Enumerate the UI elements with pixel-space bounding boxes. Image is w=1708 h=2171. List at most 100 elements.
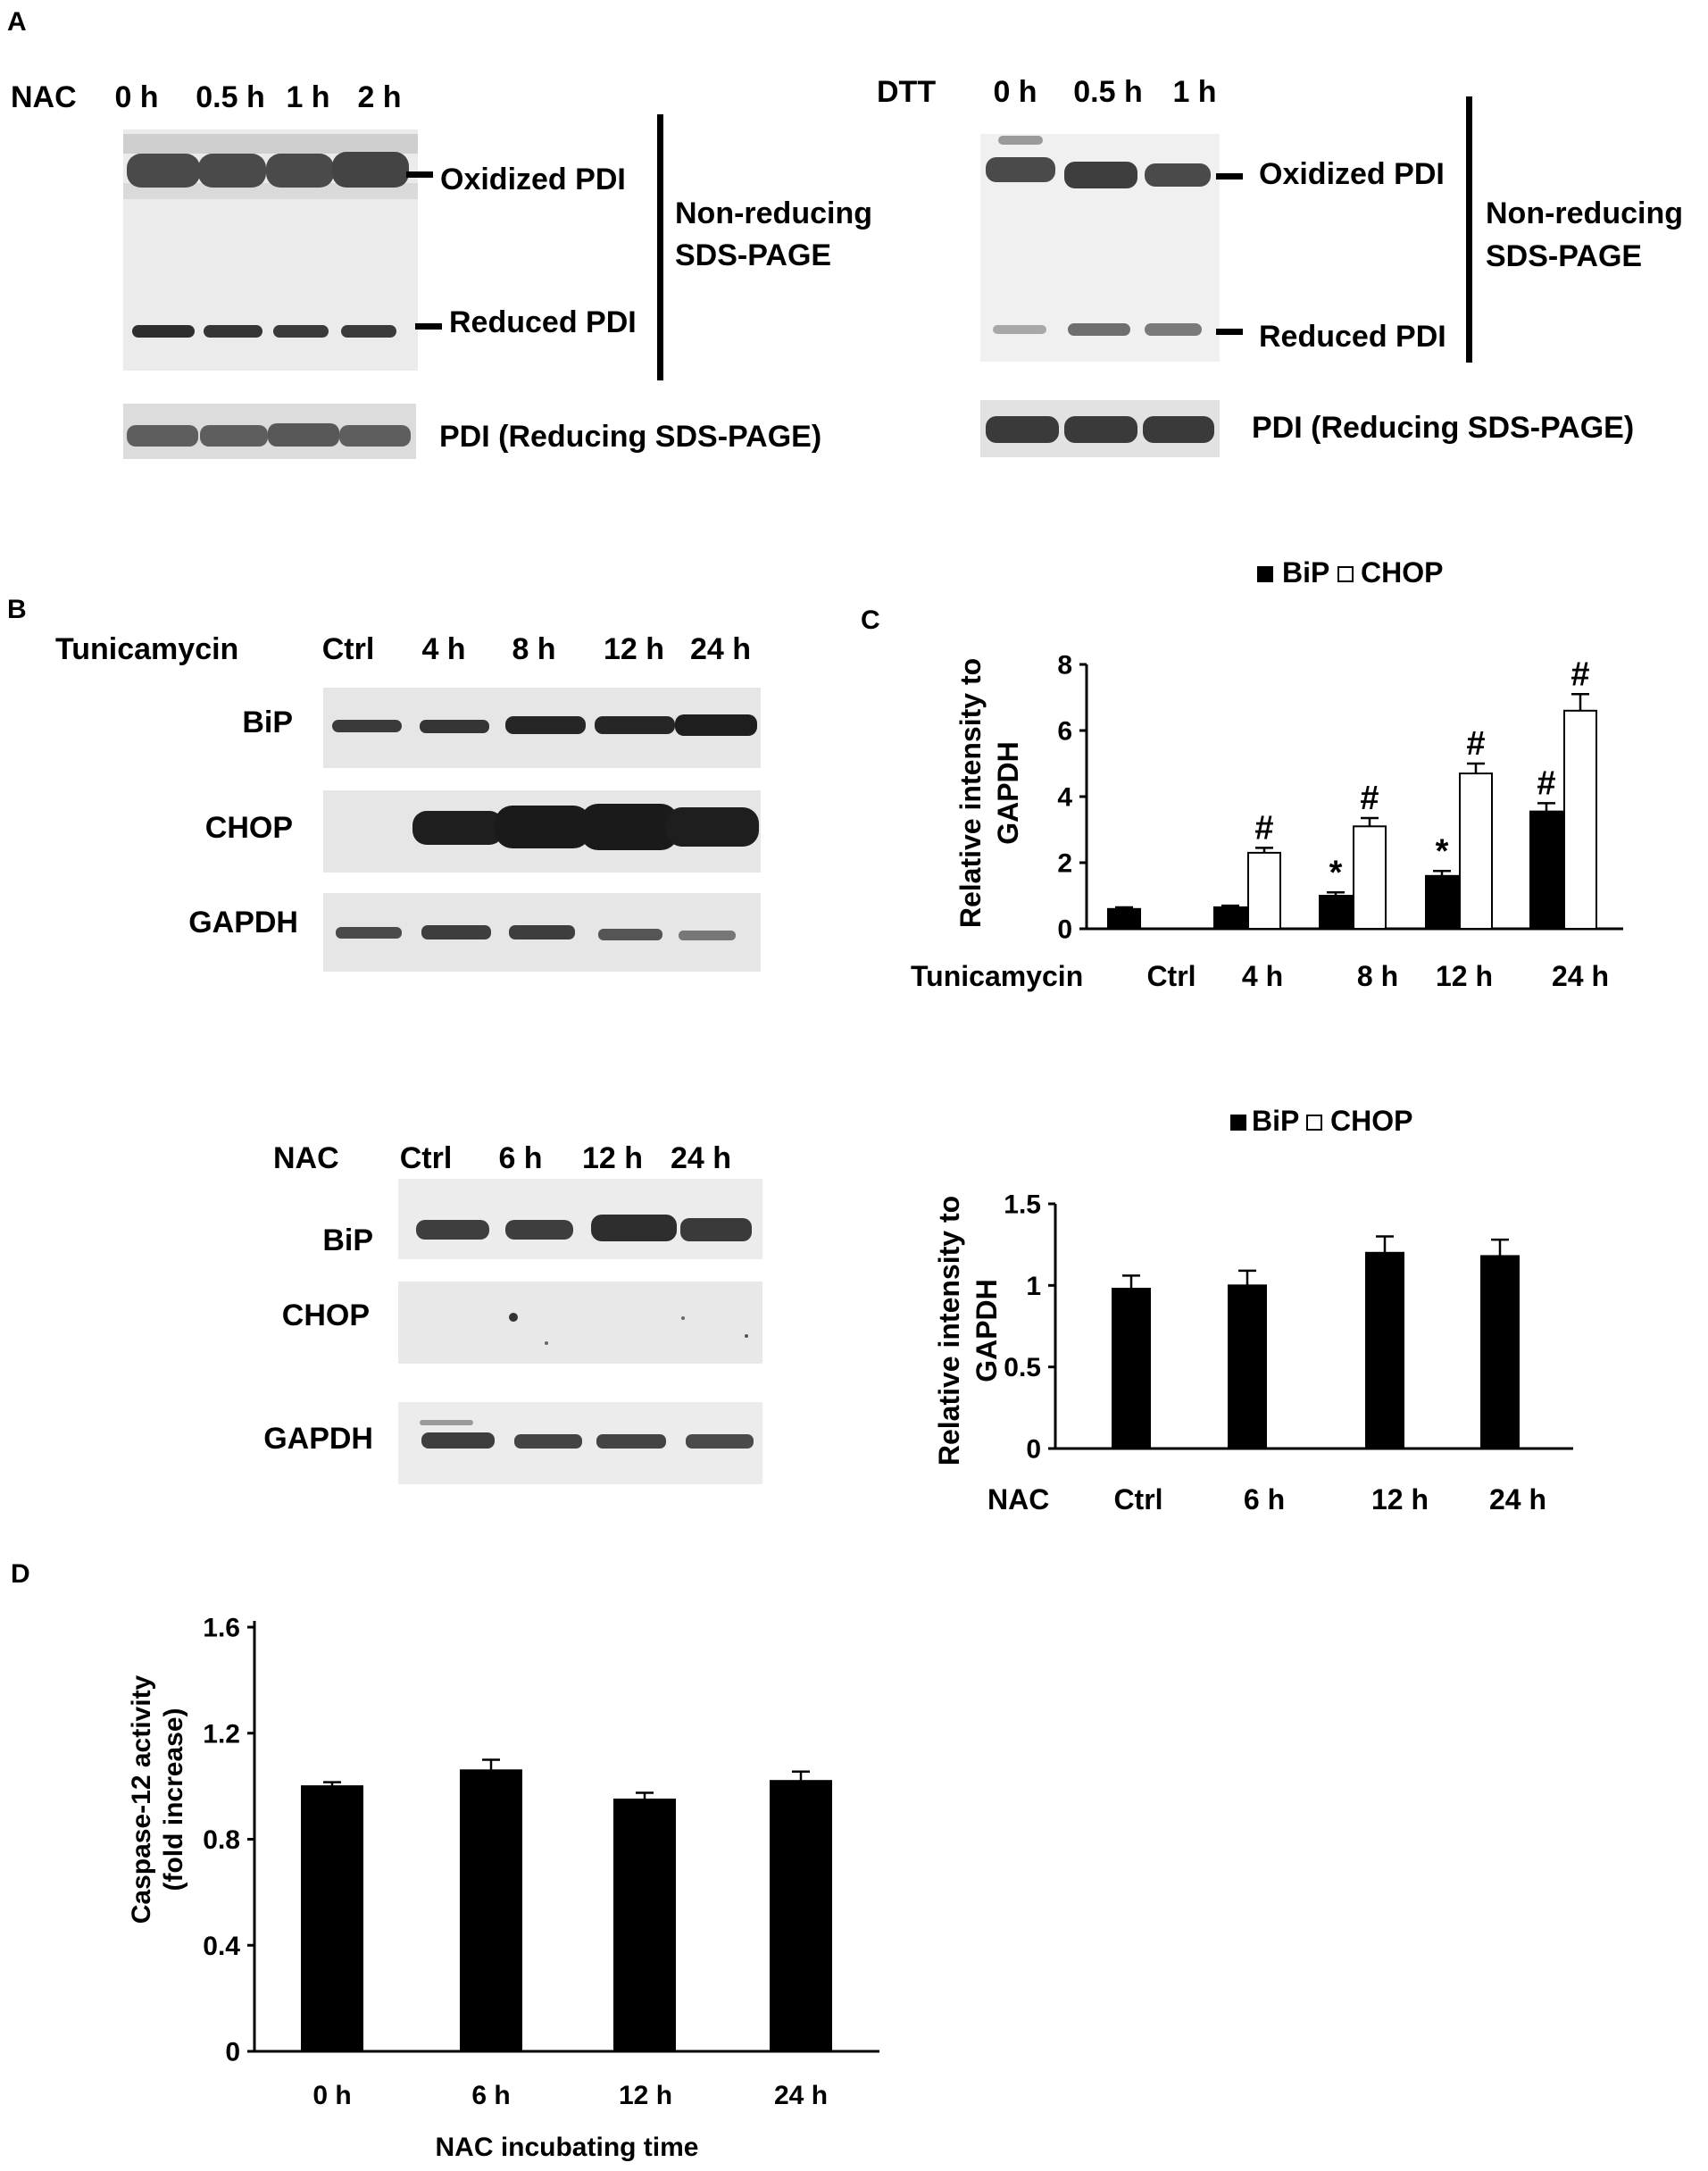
lane-label: 24 h [671,1141,731,1175]
panel-c-letter: C [861,605,880,635]
x-tick-label: 12 h [1436,960,1493,992]
reduced-pdi-label: Reduced PDI [1259,320,1446,354]
x-tick-label: 8 h [1357,960,1398,992]
bar-chop [1459,772,1493,930]
bar-chop [1247,851,1281,931]
lane-label: 4 h [421,632,465,666]
lane-label: 12 h [582,1141,643,1175]
y-axis-label: Relative intensity to [954,658,987,928]
bar-bip [1107,907,1141,930]
bar-bip [1365,1251,1404,1450]
significance-marker: * [1329,854,1343,891]
lane-label: 2 h [357,80,401,114]
legend-swatch-bip [1230,1115,1246,1131]
oxidized-marker [406,171,433,178]
y-tick-label: 6 [1057,717,1072,747]
legend-swatch-chop [1306,1115,1322,1131]
y-ticks: 0 0.5 1 1.5 [1004,1190,1055,1465]
lane-label: 8 h [512,632,555,666]
panel-a-right: DTT 0 h 0.5 h 1 h Oxidized PDI Reduced P… [877,75,1683,457]
lane-label: 0 h [114,80,158,114]
reducing-sds-page-label: PDI (Reducing SDS-PAGE) [439,420,821,454]
lane-label: 6 h [498,1141,542,1175]
bar-bip [1319,895,1353,930]
y-axis-label: GAPDH [992,741,1024,845]
bar-bip [1112,1287,1151,1450]
lane-label: 12 h [604,632,664,666]
panel-a-left: NAC 0 h 0.5 h 1 h 2 h Oxidized PDI Reduc… [11,80,872,459]
bars [301,1758,832,2052]
legend-swatch-bip [1257,566,1273,582]
y-tick-label: 1.6 [203,1614,240,1643]
x-row-label: Tunicamycin [911,960,1083,992]
y-tick-label: 0.5 [1004,1353,1041,1382]
y-tick-label: 1.2 [203,1719,240,1749]
bar-bip [1213,906,1247,931]
bar-value [613,1798,676,2052]
reducing-sds-page-label: PDI (Reducing SDS-PAGE) [1252,411,1634,445]
nac-treatment-label: NAC [273,1141,339,1175]
legend-label-chop: CHOP [1330,1105,1412,1137]
significance-marker: # [1360,780,1379,817]
chart-c-top: BiP CHOP Relative intensity to GAPDH 0 2 4… [911,556,1623,992]
chart-c-bottom: BiP CHOP Relative intensity to GAPDH 0 0.… [933,1105,1573,1516]
bar-bip [1425,874,1459,930]
lane-label: Ctrl [322,632,375,666]
y-axis-label: (fold increase) [159,1708,188,1891]
y-tick-label: 0 [1057,915,1072,945]
legend-label-chop: CHOP [1361,556,1443,589]
bar-bip [1529,810,1563,931]
blot-row-label: GAPDH [188,906,298,939]
y-axis-label: Caspase-12 activity [127,1674,156,1924]
legend-label-bip: BiP [1282,556,1329,589]
gel-type-label: Non-reducing [675,196,872,230]
x-tick-label: Ctrl [1113,1483,1162,1516]
nac-reducing-blot [123,404,416,459]
significance-marker: # [1254,809,1273,847]
significance-marker: # [1571,655,1589,693]
blot-row-label: GAPDH [263,1422,373,1456]
nac-non-reducing-blot [123,129,418,371]
y-tick-label: 0 [1026,1435,1041,1465]
bar-bip [1480,1255,1520,1450]
nac-blot: NAC Ctrl 6 h 12 h 24 h BiP CHOP GAPDH [263,1141,762,1484]
reduced-marker [415,323,442,330]
y-tick-label: 0.4 [203,1932,240,1961]
chart-d: Caspase-12 activity (fold increase) 0 0.4… [127,1614,879,2162]
significance-marker: * [1436,832,1449,870]
tunicamycin-blot: Tunicamycin Ctrl 4 h 8 h 12 h 24 h BiP C… [55,632,761,972]
gel-bracket [1466,96,1472,363]
oxidized-marker [1216,173,1243,180]
y-tick-label: 2 [1057,849,1072,879]
reduced-marker [1216,329,1243,335]
gel-type-label: Non-reducing [1486,196,1683,230]
bar-value [770,1780,832,2052]
y-ticks: 0 0.4 0.8 1.2 1.6 [203,1614,254,2067]
bar-chop [1563,709,1597,930]
x-tick-label: Ctrl [1146,960,1196,992]
y-tick-label: 1.5 [1004,1190,1041,1220]
x-axis-label: NAC incubating time [435,2133,698,2162]
blot-row-label: CHOP [205,811,293,845]
oxidized-pdi-label: Oxidized PDI [1259,157,1445,191]
x-tick-label: 0 h [312,2081,351,2110]
x-tick-label: 6 h [471,2081,510,2110]
panel-a-letter: A [7,7,27,37]
bars [1112,1235,1520,1450]
legend-label-bip: BiP [1252,1105,1299,1137]
panel-b-letter: B [7,595,27,624]
bar-chop [1353,825,1387,930]
x-row-label: NAC [987,1483,1049,1516]
lane-label: 0.5 h [196,80,264,114]
y-tick-label: 4 [1057,783,1072,813]
bar-value [301,1785,363,2052]
dtt-treatment-label: DTT [877,75,936,109]
bars: * * # # # # # [1107,655,1597,931]
lane-label: 0.5 h [1073,75,1142,109]
oxidized-pdi-label: Oxidized PDI [440,163,626,196]
x-tick-label: 6 h [1244,1483,1285,1516]
gel-type-label: SDS-PAGE [1486,239,1642,273]
blot-row-label: CHOP [282,1298,370,1332]
y-tick-label: 0 [225,2038,240,2067]
